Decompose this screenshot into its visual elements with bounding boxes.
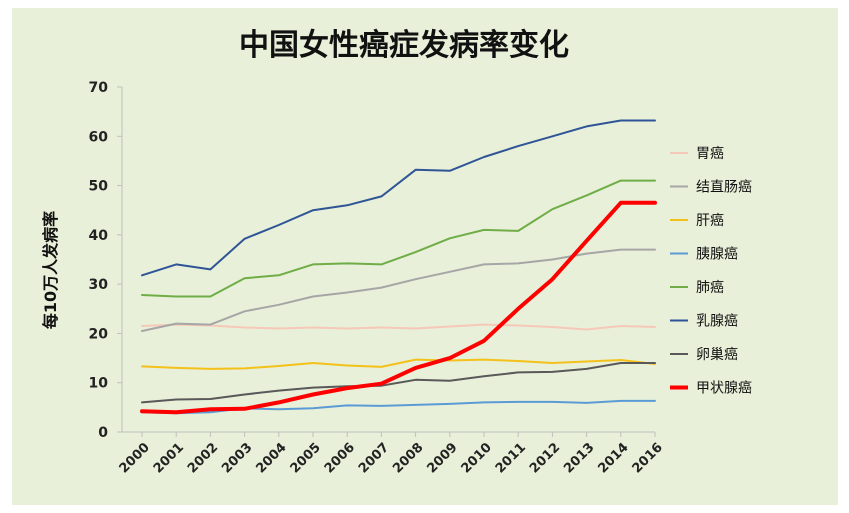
line-chart: 中国女性癌症发病率变化 每10万人发病率 0 10 20 30 40 50 60 70 2000… xyxy=(41,28,752,476)
series-line-肝癌 xyxy=(141,358,656,370)
x-tick-label: 2006 xyxy=(322,440,358,476)
y-tick-label: 70 xyxy=(89,80,109,96)
series-layer xyxy=(140,119,657,415)
y-tick-label: 20 xyxy=(89,326,109,342)
x-tick-label: 2014 xyxy=(595,440,631,476)
axes: 0102030405060702000200120022003200420052… xyxy=(89,80,666,476)
series-line-胰腺癌 xyxy=(141,399,656,415)
y-tick-label: 50 xyxy=(89,179,109,195)
legend-label: 胰腺癌 xyxy=(696,247,738,263)
x-tick-label: 2002 xyxy=(185,440,221,476)
legend-label: 肺癌 xyxy=(696,280,724,296)
y-tick-label: 10 xyxy=(89,376,109,392)
y-tick-label: 40 xyxy=(89,228,109,244)
x-tick-label: 2007 xyxy=(356,440,392,476)
x-tick-label: 2001 xyxy=(151,440,187,476)
series-line-乳腺癌 xyxy=(141,119,656,277)
series-line-胃癌 xyxy=(141,323,656,331)
x-tick-label: 2004 xyxy=(253,440,289,476)
legend-label: 肝癌 xyxy=(696,213,724,229)
x-tick-label: 2009 xyxy=(424,440,460,476)
chart-title: 中国女性癌症发病率变化 xyxy=(239,28,569,63)
chart-panel: 中国女性癌症发病率变化 每10万人发病率 0 10 20 30 40 50 60 70 2000… xyxy=(12,8,838,505)
y-axis-label: 每10万人发病率 xyxy=(41,211,60,329)
x-tick-label: 2012 xyxy=(527,440,563,476)
legend-label: 甲状腺癌 xyxy=(696,381,752,397)
x-tick-label: 2011 xyxy=(493,440,529,476)
x-tick-label: 2010 xyxy=(459,440,495,476)
y-tick-label: 60 xyxy=(89,129,109,145)
y-tick-label: 0 xyxy=(98,425,108,441)
series-line-卵巢癌 xyxy=(141,362,656,404)
series-line-结直肠癌 xyxy=(141,248,656,332)
x-tick-label: 2003 xyxy=(219,440,255,476)
series-line-甲状腺癌 xyxy=(140,200,657,415)
x-tick-label: 2013 xyxy=(561,440,597,476)
legend-label: 乳腺癌 xyxy=(696,314,738,330)
legend-label: 胃癌 xyxy=(696,146,724,162)
legend-label: 结直肠癌 xyxy=(696,179,752,196)
x-tick-label: 2008 xyxy=(390,440,426,476)
series-line-肺癌 xyxy=(141,179,656,298)
y-tick-label: 30 xyxy=(89,277,109,293)
x-tick-label: 2000 xyxy=(117,440,153,476)
x-tick-label: 2005 xyxy=(288,440,324,476)
legend-label: 卵巢癌 xyxy=(696,347,738,363)
x-tick-label: 2016 xyxy=(630,440,666,476)
